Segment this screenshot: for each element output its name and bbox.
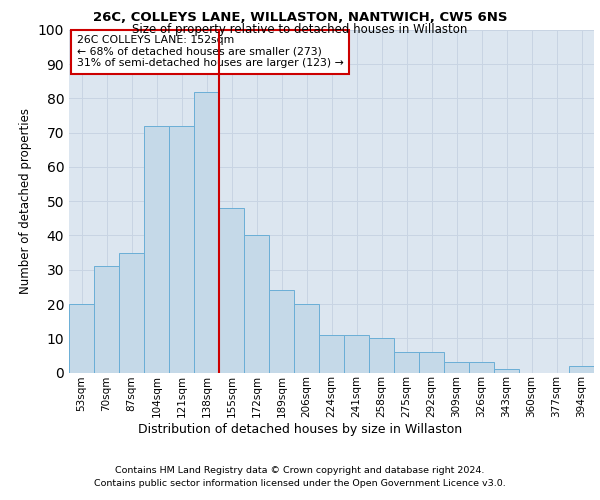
Bar <box>194 92 219 372</box>
Text: 26C, COLLEYS LANE, WILLASTON, NANTWICH, CW5 6NS: 26C, COLLEYS LANE, WILLASTON, NANTWICH, … <box>93 11 507 24</box>
Bar <box>569 366 594 372</box>
Bar <box>294 304 319 372</box>
Bar <box>244 236 269 372</box>
Bar <box>344 335 369 372</box>
Bar <box>369 338 394 372</box>
Bar <box>319 335 344 372</box>
Bar <box>419 352 444 372</box>
Bar <box>494 369 519 372</box>
Text: Contains public sector information licensed under the Open Government Licence v3: Contains public sector information licen… <box>94 479 506 488</box>
Bar <box>119 252 144 372</box>
Y-axis label: Number of detached properties: Number of detached properties <box>19 108 32 294</box>
Bar <box>69 304 94 372</box>
Bar <box>269 290 294 372</box>
Text: Contains HM Land Registry data © Crown copyright and database right 2024.: Contains HM Land Registry data © Crown c… <box>115 466 485 475</box>
Text: Distribution of detached houses by size in Willaston: Distribution of detached houses by size … <box>138 422 462 436</box>
Bar <box>444 362 469 372</box>
Text: 26C COLLEYS LANE: 152sqm
← 68% of detached houses are smaller (273)
31% of semi-: 26C COLLEYS LANE: 152sqm ← 68% of detach… <box>77 35 344 68</box>
Text: Size of property relative to detached houses in Willaston: Size of property relative to detached ho… <box>133 22 467 36</box>
Bar <box>219 208 244 372</box>
Bar <box>394 352 419 372</box>
Bar <box>144 126 169 372</box>
Bar <box>469 362 494 372</box>
Bar <box>169 126 194 372</box>
Bar <box>94 266 119 372</box>
